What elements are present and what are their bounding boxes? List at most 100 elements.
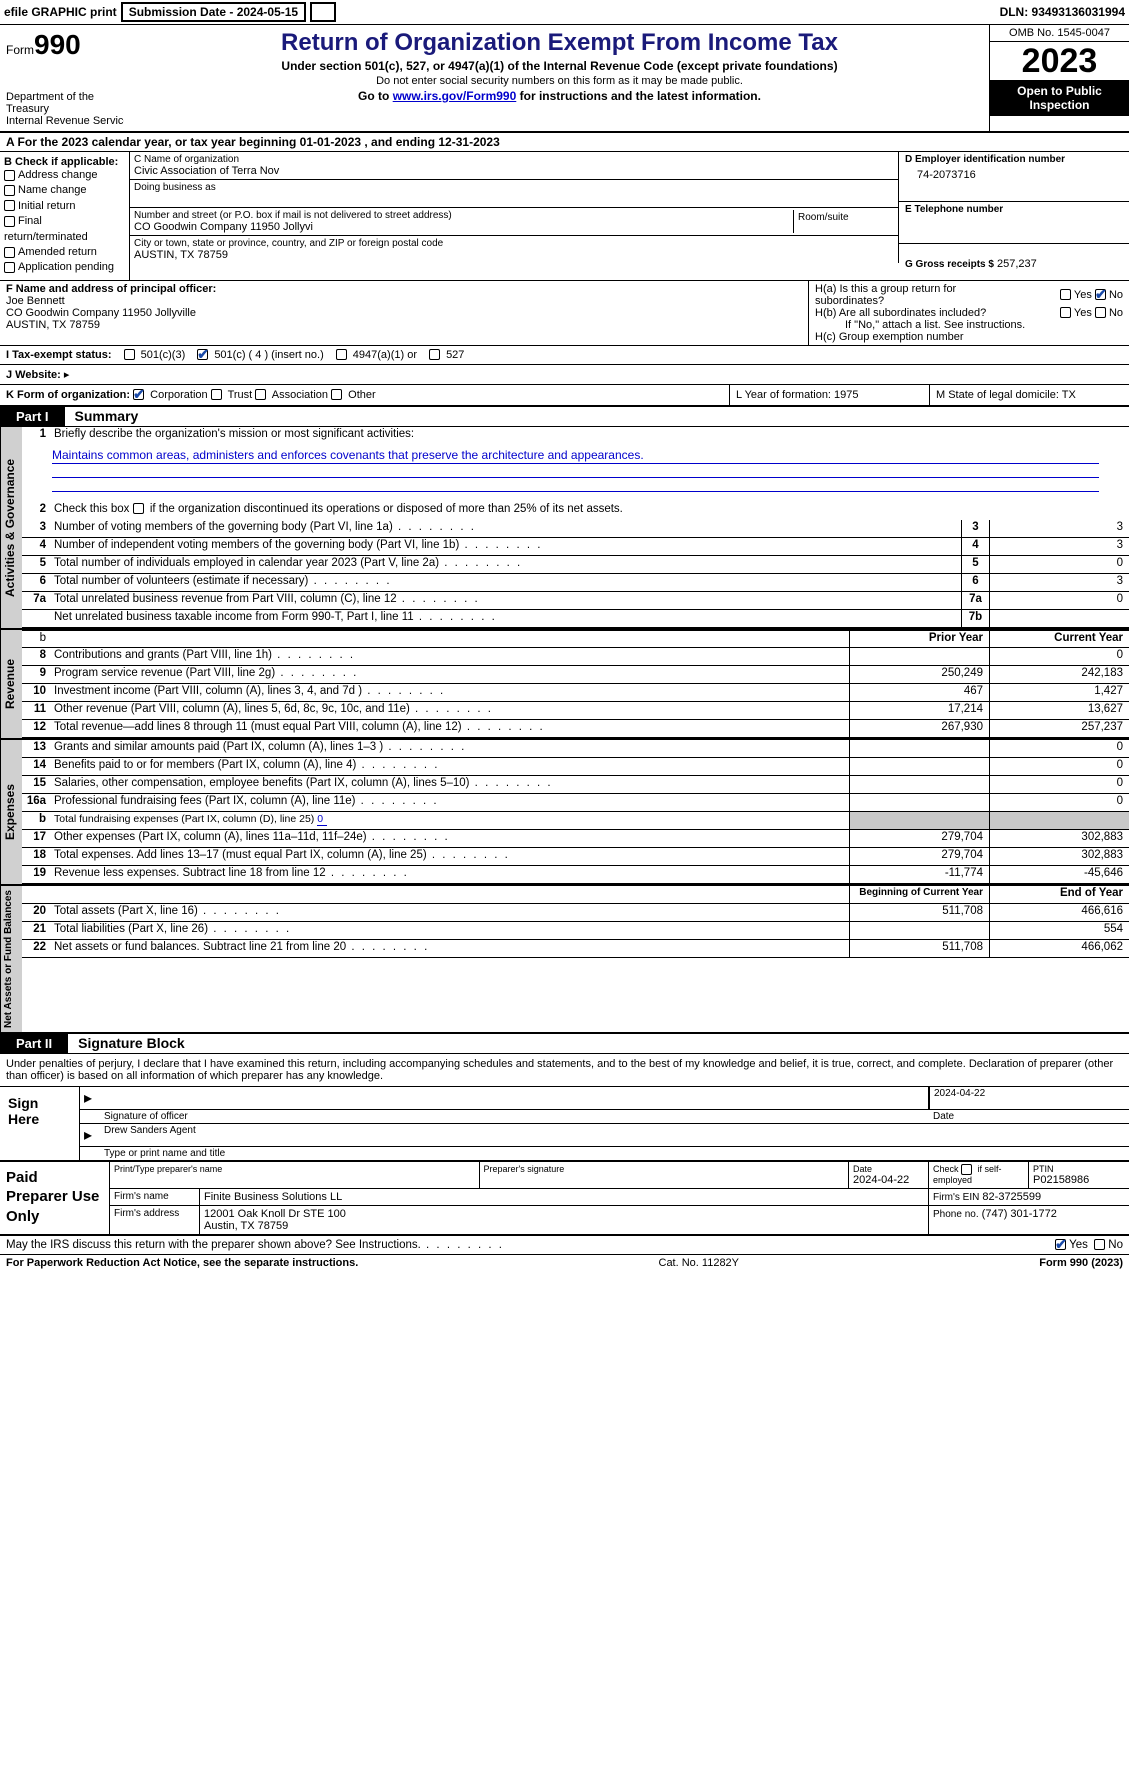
- footer-left: For Paperwork Reduction Act Notice, see …: [6, 1257, 358, 1269]
- arrow-icon: ▸: [80, 1124, 100, 1146]
- net-assets-section: Net Assets or Fund Balances Beginning of…: [0, 886, 1129, 1034]
- arrow-icon: ▸: [80, 1087, 100, 1109]
- sig-date-label: Date: [929, 1110, 1129, 1123]
- chk-4947[interactable]: [336, 349, 347, 360]
- vlabel-expenses: Expenses: [0, 740, 22, 884]
- table-row: Net unrelated business taxable income fr…: [22, 610, 1129, 628]
- discuss-yes[interactable]: [1055, 1239, 1066, 1250]
- table-row: 12Total revenue—add lines 8 through 11 (…: [22, 720, 1129, 738]
- ha-yes[interactable]: [1060, 289, 1071, 300]
- page-footer: For Paperwork Reduction Act Notice, see …: [0, 1255, 1129, 1271]
- ptin: P02158986: [1033, 1174, 1125, 1186]
- governance-section: Activities & Governance 1Briefly describ…: [0, 427, 1129, 630]
- chk-527[interactable]: [429, 349, 440, 360]
- room-label: Room/suite: [798, 212, 890, 223]
- firm-ein: 82-3725599: [982, 1191, 1041, 1203]
- hb-yes[interactable]: [1060, 307, 1071, 318]
- discuss-no[interactable]: [1094, 1239, 1105, 1250]
- firm-name: Finite Business Solutions LL: [200, 1189, 929, 1205]
- efile-label: efile GRAPHIC print: [4, 5, 117, 19]
- chk-app-pending[interactable]: Application pending: [4, 260, 125, 275]
- form990-link[interactable]: www.irs.gov/Form990: [393, 89, 517, 103]
- table-row: 7aTotal unrelated business revenue from …: [22, 592, 1129, 610]
- chk-address-change[interactable]: Address change: [4, 168, 125, 183]
- row-i-tax-status: I Tax-exempt status: 501(c)(3) 501(c) ( …: [0, 346, 1129, 365]
- chk-amended[interactable]: Amended return: [4, 245, 125, 260]
- row-a-tax-year: A For the 2023 calendar year, or tax yea…: [0, 133, 1129, 152]
- chk-trust[interactable]: [211, 389, 222, 400]
- table-row: 4Number of independent voting members of…: [22, 538, 1129, 556]
- header-block-bcd: B Check if applicable: Address change Na…: [0, 152, 1129, 281]
- prior-year-hdr: Prior Year: [849, 631, 989, 647]
- vlabel-net: Net Assets or Fund Balances: [0, 886, 22, 1032]
- discuss-row: May the IRS discuss this return with the…: [0, 1236, 1129, 1255]
- table-row: 3Number of voting members of the governi…: [22, 520, 1129, 538]
- ein-label: D Employer identification number: [905, 154, 1123, 165]
- row-j-website: J Website: ▸: [0, 365, 1129, 385]
- vlabel-governance: Activities & Governance: [0, 427, 22, 628]
- footer-cat: Cat. No. 11282Y: [659, 1257, 740, 1269]
- table-row: 20Total assets (Part X, line 16)511,7084…: [22, 904, 1129, 922]
- current-year-hdr: Current Year: [989, 631, 1129, 647]
- chk-other[interactable]: [331, 389, 342, 400]
- sig-officer-label: Signature of officer: [100, 1110, 929, 1123]
- chk-initial-return[interactable]: Initial return: [4, 199, 125, 214]
- table-row: 6Total number of volunteers (estimate if…: [22, 574, 1129, 592]
- dba-label: Doing business as: [134, 182, 894, 193]
- top-bar: efile GRAPHIC print Submission Date - 20…: [0, 0, 1129, 25]
- hb-no[interactable]: [1095, 307, 1106, 318]
- paid-preparer-block: Paid Preparer Use Only Print/Type prepar…: [0, 1162, 1129, 1236]
- gross-receipts: 257,237: [997, 258, 1037, 270]
- firm-phone: (747) 301-1772: [982, 1208, 1057, 1220]
- table-row: 18Total expenses. Add lines 13–17 (must …: [22, 848, 1129, 866]
- chk-501c[interactable]: [197, 349, 208, 360]
- firm-addr2: Austin, TX 78759: [204, 1220, 924, 1232]
- subtitle-1: Under section 501(c), 527, or 4947(a)(1)…: [134, 59, 985, 73]
- chk-name-change[interactable]: Name change: [4, 183, 125, 198]
- line-2-label: Check this box if the organization disco…: [50, 502, 1129, 520]
- city-label: City or town, state or province, country…: [134, 238, 894, 249]
- gross-label: G Gross receipts $: [905, 259, 994, 270]
- end-year-hdr: End of Year: [989, 886, 1129, 903]
- year-formation: L Year of formation: 1975: [729, 385, 929, 405]
- table-row: 22Net assets or fund balances. Subtract …: [22, 940, 1129, 958]
- chk-discontinued[interactable]: [133, 503, 144, 514]
- form-header: Form990 Department of the Treasury Inter…: [0, 25, 1129, 133]
- officer-addr2: AUSTIN, TX 78759: [6, 319, 802, 331]
- chk-501c3[interactable]: [124, 349, 135, 360]
- table-row: 8Contributions and grants (Part VIII, li…: [22, 648, 1129, 666]
- chk-assoc[interactable]: [255, 389, 266, 400]
- ha-no[interactable]: [1095, 289, 1106, 300]
- firm-addr1: 12001 Oak Knoll Dr STE 100: [204, 1208, 924, 1220]
- table-row: 17Other expenses (Part IX, column (A), l…: [22, 830, 1129, 848]
- blank-box: [310, 2, 336, 22]
- table-row: 5Total number of individuals employed in…: [22, 556, 1129, 574]
- chk-final-return[interactable]: Final return/terminated: [4, 214, 125, 245]
- row-k: K Form of organization: Corporation Trus…: [0, 385, 1129, 407]
- mission-text: Maintains common areas, administers and …: [52, 447, 1099, 464]
- table-row: 13Grants and similar amounts paid (Part …: [22, 740, 1129, 758]
- org-name-label: C Name of organization: [134, 154, 894, 165]
- officer-print-name: Drew Sanders Agent: [100, 1124, 1129, 1146]
- table-row: 9Program service revenue (Part VIII, lin…: [22, 666, 1129, 684]
- officer-addr1: CO Goodwin Company 11950 Jollyville: [6, 307, 802, 319]
- paid-preparer-label: Paid Preparer Use Only: [0, 1162, 110, 1234]
- sign-here-block: Sign Here ▸ 2024-04-22 Signature of offi…: [0, 1087, 1129, 1162]
- table-row: 14Benefits paid to or for members (Part …: [22, 758, 1129, 776]
- type-print-label: Type or print name and title: [100, 1147, 1129, 1160]
- omb-number: OMB No. 1545-0047: [990, 25, 1129, 42]
- tax-year: 2023: [990, 42, 1129, 80]
- officer-label: F Name and address of principal officer:: [6, 283, 802, 295]
- officer-name: Joe Bennett: [6, 295, 802, 307]
- begin-year-hdr: Beginning of Current Year: [849, 886, 989, 903]
- subtitle-2: Do not enter social security numbers on …: [134, 75, 985, 87]
- chk-corp[interactable]: [133, 389, 144, 400]
- state-domicile: M State of legal domicile: TX: [929, 385, 1129, 405]
- phone-label: E Telephone number: [905, 204, 1123, 215]
- vlabel-revenue: Revenue: [0, 630, 22, 738]
- submission-date: Submission Date - 2024-05-15: [121, 2, 306, 22]
- signature-intro: Under penalties of perjury, I declare th…: [0, 1054, 1129, 1087]
- dept-treasury: Department of the Treasury: [6, 91, 124, 115]
- org-name: Civic Association of Terra Nov: [134, 165, 894, 177]
- h-b-label: H(b) Are all subordinates included?: [815, 307, 995, 319]
